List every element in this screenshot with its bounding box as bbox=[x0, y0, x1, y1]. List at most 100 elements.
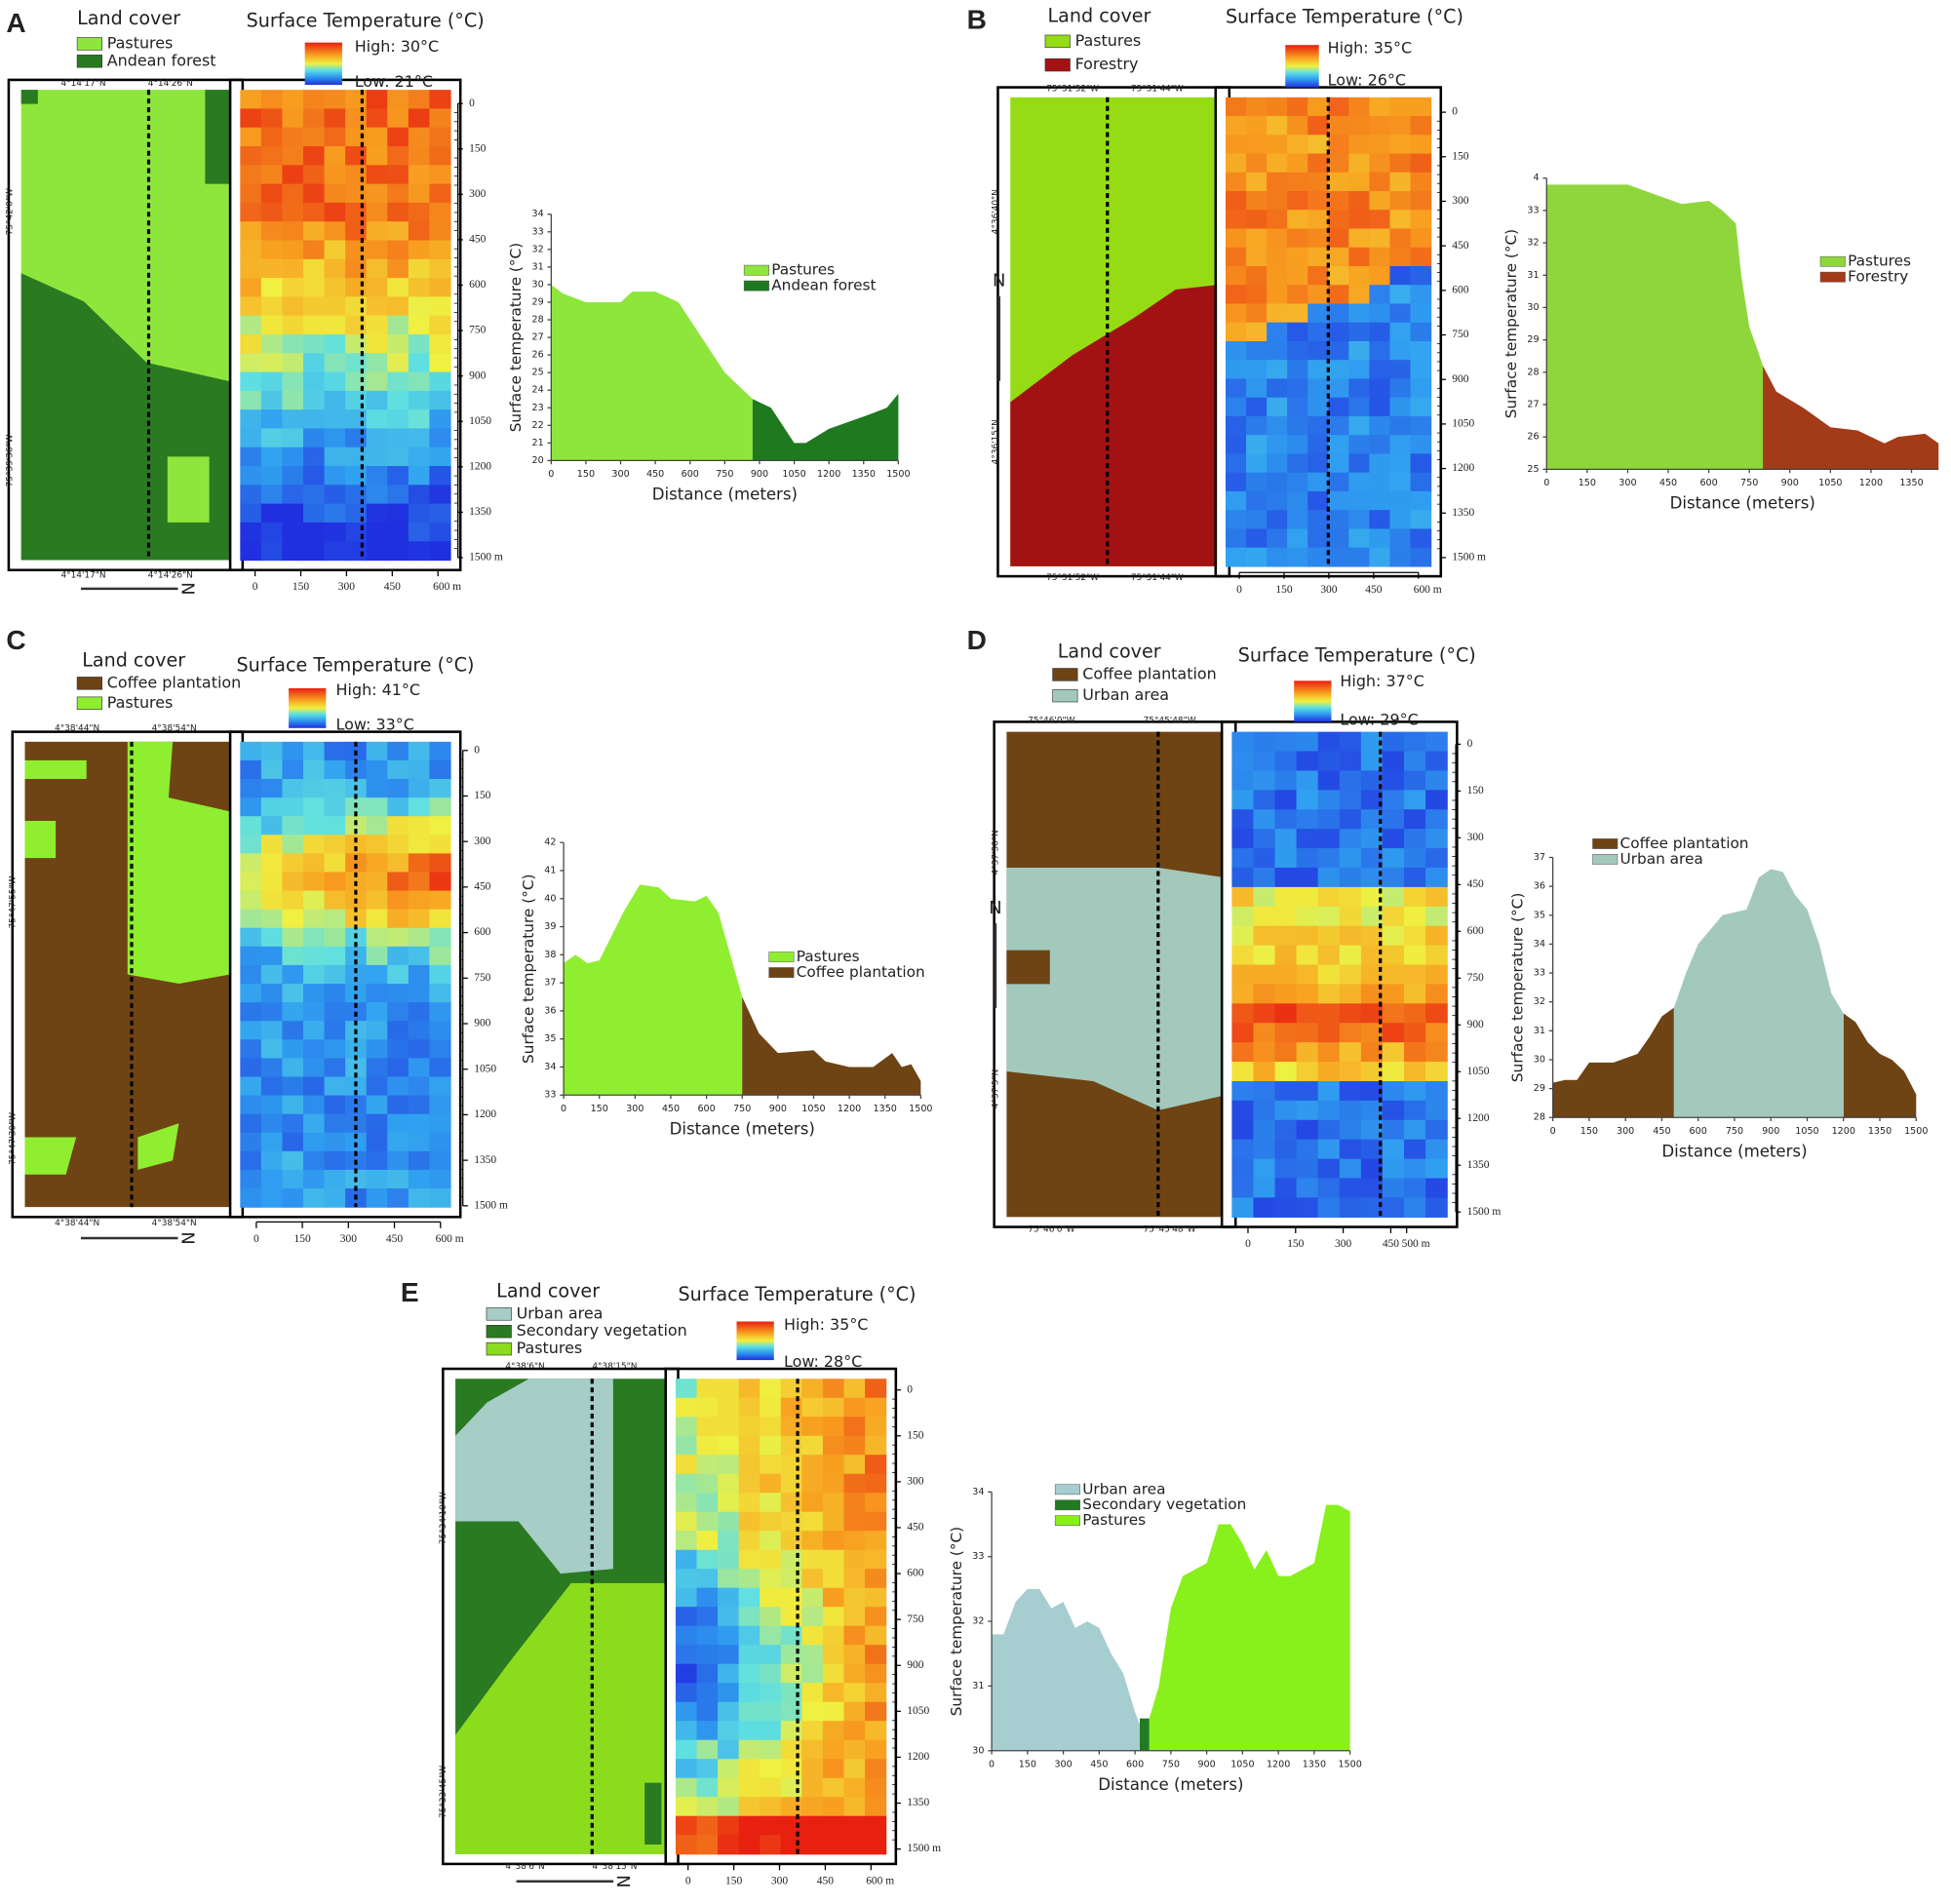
y-axis-label: Surface temperature (°C) bbox=[948, 1527, 965, 1716]
temperature-cell bbox=[1360, 984, 1384, 1004]
temperature-cell bbox=[1267, 285, 1288, 305]
temperature-cell bbox=[260, 466, 284, 486]
temperature-cell bbox=[408, 890, 431, 911]
temperature-title: Surface Temperature (°C) bbox=[1226, 6, 1463, 28]
temperature-cell bbox=[1339, 751, 1362, 772]
temperature-cell bbox=[1274, 731, 1298, 753]
temperature-cell bbox=[387, 466, 410, 486]
temperature-cell bbox=[1389, 153, 1412, 174]
temperature-cell bbox=[1348, 360, 1371, 380]
temperature-cell bbox=[1369, 360, 1391, 380]
temperature-cell bbox=[1339, 809, 1362, 830]
temperature-cell bbox=[738, 1435, 761, 1456]
temperature-cell bbox=[429, 240, 451, 260]
temperature-cell bbox=[1274, 1100, 1298, 1121]
temperature-cell bbox=[324, 890, 346, 911]
temperature-cell bbox=[1389, 528, 1412, 549]
x-tick-label: 0 bbox=[989, 1759, 995, 1769]
temperature-cell bbox=[1339, 1158, 1362, 1180]
temperature-cell bbox=[865, 1777, 887, 1798]
temperature-cell bbox=[1404, 790, 1426, 810]
temperature-cell bbox=[1246, 247, 1268, 267]
temperature-cell bbox=[1267, 135, 1288, 155]
temperature-cell bbox=[282, 409, 304, 430]
temperature-cell bbox=[345, 108, 368, 129]
temperature-cell bbox=[675, 1721, 698, 1741]
temperature-cell bbox=[1425, 1197, 1448, 1218]
temperature-cell bbox=[1339, 829, 1362, 849]
temperature-cell bbox=[1317, 731, 1341, 753]
temperature-cell bbox=[302, 296, 326, 317]
temperature-cell bbox=[843, 1759, 866, 1779]
temperature-cell bbox=[1231, 1042, 1255, 1063]
map-coordinate: 75°39'36"W bbox=[6, 434, 16, 486]
temperature-cell bbox=[718, 1701, 740, 1722]
width-tick-label: 300 bbox=[1320, 584, 1337, 596]
temperature-cell bbox=[282, 221, 304, 242]
temperature-cell bbox=[1296, 886, 1319, 908]
temperature-cell bbox=[1274, 1042, 1298, 1063]
temperature-cell bbox=[408, 835, 431, 855]
temperature-cell bbox=[1267, 116, 1288, 136]
temperature-cell bbox=[1382, 731, 1405, 753]
width-tick-label: 600 m bbox=[433, 581, 461, 593]
temperature-cell bbox=[302, 779, 326, 798]
temperature-cell bbox=[366, 1095, 388, 1115]
temperature-cell bbox=[408, 1188, 431, 1208]
temperature-cell bbox=[1231, 770, 1255, 791]
temperature-cell bbox=[865, 1645, 887, 1665]
temperature-cell bbox=[1246, 510, 1268, 530]
temperature-cell bbox=[1296, 848, 1319, 869]
temperature-cell bbox=[696, 1721, 719, 1741]
temperature-cell bbox=[302, 522, 326, 542]
land-cover-patch bbox=[137, 1123, 179, 1170]
temperature-cell bbox=[345, 503, 368, 524]
temperature-cell bbox=[429, 183, 451, 204]
temperature-cell bbox=[282, 1113, 304, 1134]
temperature-cell bbox=[1246, 547, 1268, 567]
temperature-cell bbox=[366, 90, 388, 110]
temperature-cell bbox=[408, 797, 431, 817]
temperature-cell bbox=[1274, 770, 1298, 791]
depth-tick-label: 1200 bbox=[1452, 462, 1474, 474]
temperature-cell bbox=[1267, 97, 1288, 117]
temperature-cell bbox=[696, 1379, 719, 1399]
depth-tick-label: 1350 bbox=[907, 1797, 929, 1808]
temperature-cell bbox=[387, 541, 410, 562]
temperature-cell bbox=[1339, 984, 1362, 1004]
temperature-cell bbox=[366, 390, 388, 410]
temperature-cell bbox=[302, 984, 326, 1003]
temperature-cell bbox=[282, 1039, 304, 1060]
temperature-cell bbox=[345, 447, 368, 467]
depth-tick-label: 750 bbox=[474, 972, 490, 984]
x-tick-label: 0 bbox=[548, 469, 554, 480]
legend-label: Pastures bbox=[797, 948, 860, 965]
temperature-cell bbox=[1226, 472, 1247, 492]
temperature-cell bbox=[1369, 116, 1391, 136]
y-tick-label: 32 bbox=[972, 1616, 984, 1627]
width-tick-label: 150 bbox=[294, 1233, 311, 1245]
temperature-cell bbox=[240, 202, 262, 222]
temperature-cell bbox=[387, 503, 410, 524]
temperature-cell bbox=[302, 1076, 326, 1097]
temperature-cell bbox=[408, 853, 431, 874]
temperature-cell bbox=[1328, 285, 1349, 305]
temperature-cell bbox=[1307, 360, 1329, 380]
temperature-cell bbox=[1226, 210, 1247, 230]
temperature-cell bbox=[738, 1511, 761, 1532]
temperature-cell bbox=[1339, 790, 1362, 810]
temperature-cell bbox=[760, 1587, 782, 1608]
temperature-cell bbox=[1382, 906, 1405, 927]
temperature-cell bbox=[1410, 397, 1432, 417]
temperature-cell bbox=[865, 1625, 887, 1646]
temperature-cell bbox=[302, 165, 326, 185]
temperature-cell bbox=[1296, 1080, 1319, 1102]
temperature-cell bbox=[801, 1683, 824, 1703]
temperature-cell bbox=[408, 278, 431, 298]
temperature-cell bbox=[366, 1021, 388, 1040]
temperature-cell bbox=[302, 797, 326, 817]
temperature-cell bbox=[1231, 1119, 1255, 1141]
temperature-cell bbox=[408, 522, 431, 542]
width-tick-label: 300 bbox=[771, 1875, 788, 1886]
temperature-cell bbox=[324, 984, 346, 1003]
